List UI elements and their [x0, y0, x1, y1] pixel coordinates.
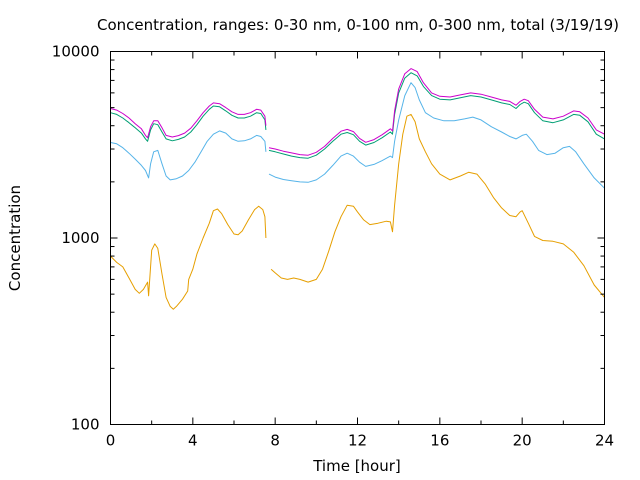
y-tick-label: 100 [71, 416, 100, 434]
x-tick-label: 8 [270, 432, 280, 450]
series-2-line-segment-1 [268, 72, 605, 159]
x-tick-label: 16 [430, 432, 449, 450]
series-1-line-segment-1 [268, 82, 605, 189]
series-3-line-segment-0 [110, 102, 267, 139]
x-axis-label: Time [hour] [312, 457, 401, 475]
series-0-line-segment-0 [110, 205, 267, 310]
series-3-line-segment-1 [268, 68, 605, 156]
x-tick-label: 4 [188, 432, 198, 450]
series-2-line-segment-0 [110, 105, 267, 142]
ticks-layer [110, 51, 605, 425]
x-tick-label: 0 [106, 432, 116, 450]
y-axis-label: Concentration [6, 185, 24, 291]
tick-labels-layer: 0 4 8 12 16 20 24 100 1000 10000 [52, 43, 614, 450]
y-tick-label: 1000 [61, 229, 99, 247]
x-tick-label: 20 [513, 432, 532, 450]
x-tick-label: 12 [348, 432, 367, 450]
chart-title: Concentration, ranges: 0-30 nm, 0-100 nm… [97, 16, 619, 34]
series-0-line-segment-1 [270, 113, 605, 298]
series-layer [110, 68, 605, 310]
y-tick-label: 10000 [52, 43, 100, 61]
x-tick-label: 24 [595, 432, 614, 450]
series-1-line-segment-0 [110, 130, 267, 181]
